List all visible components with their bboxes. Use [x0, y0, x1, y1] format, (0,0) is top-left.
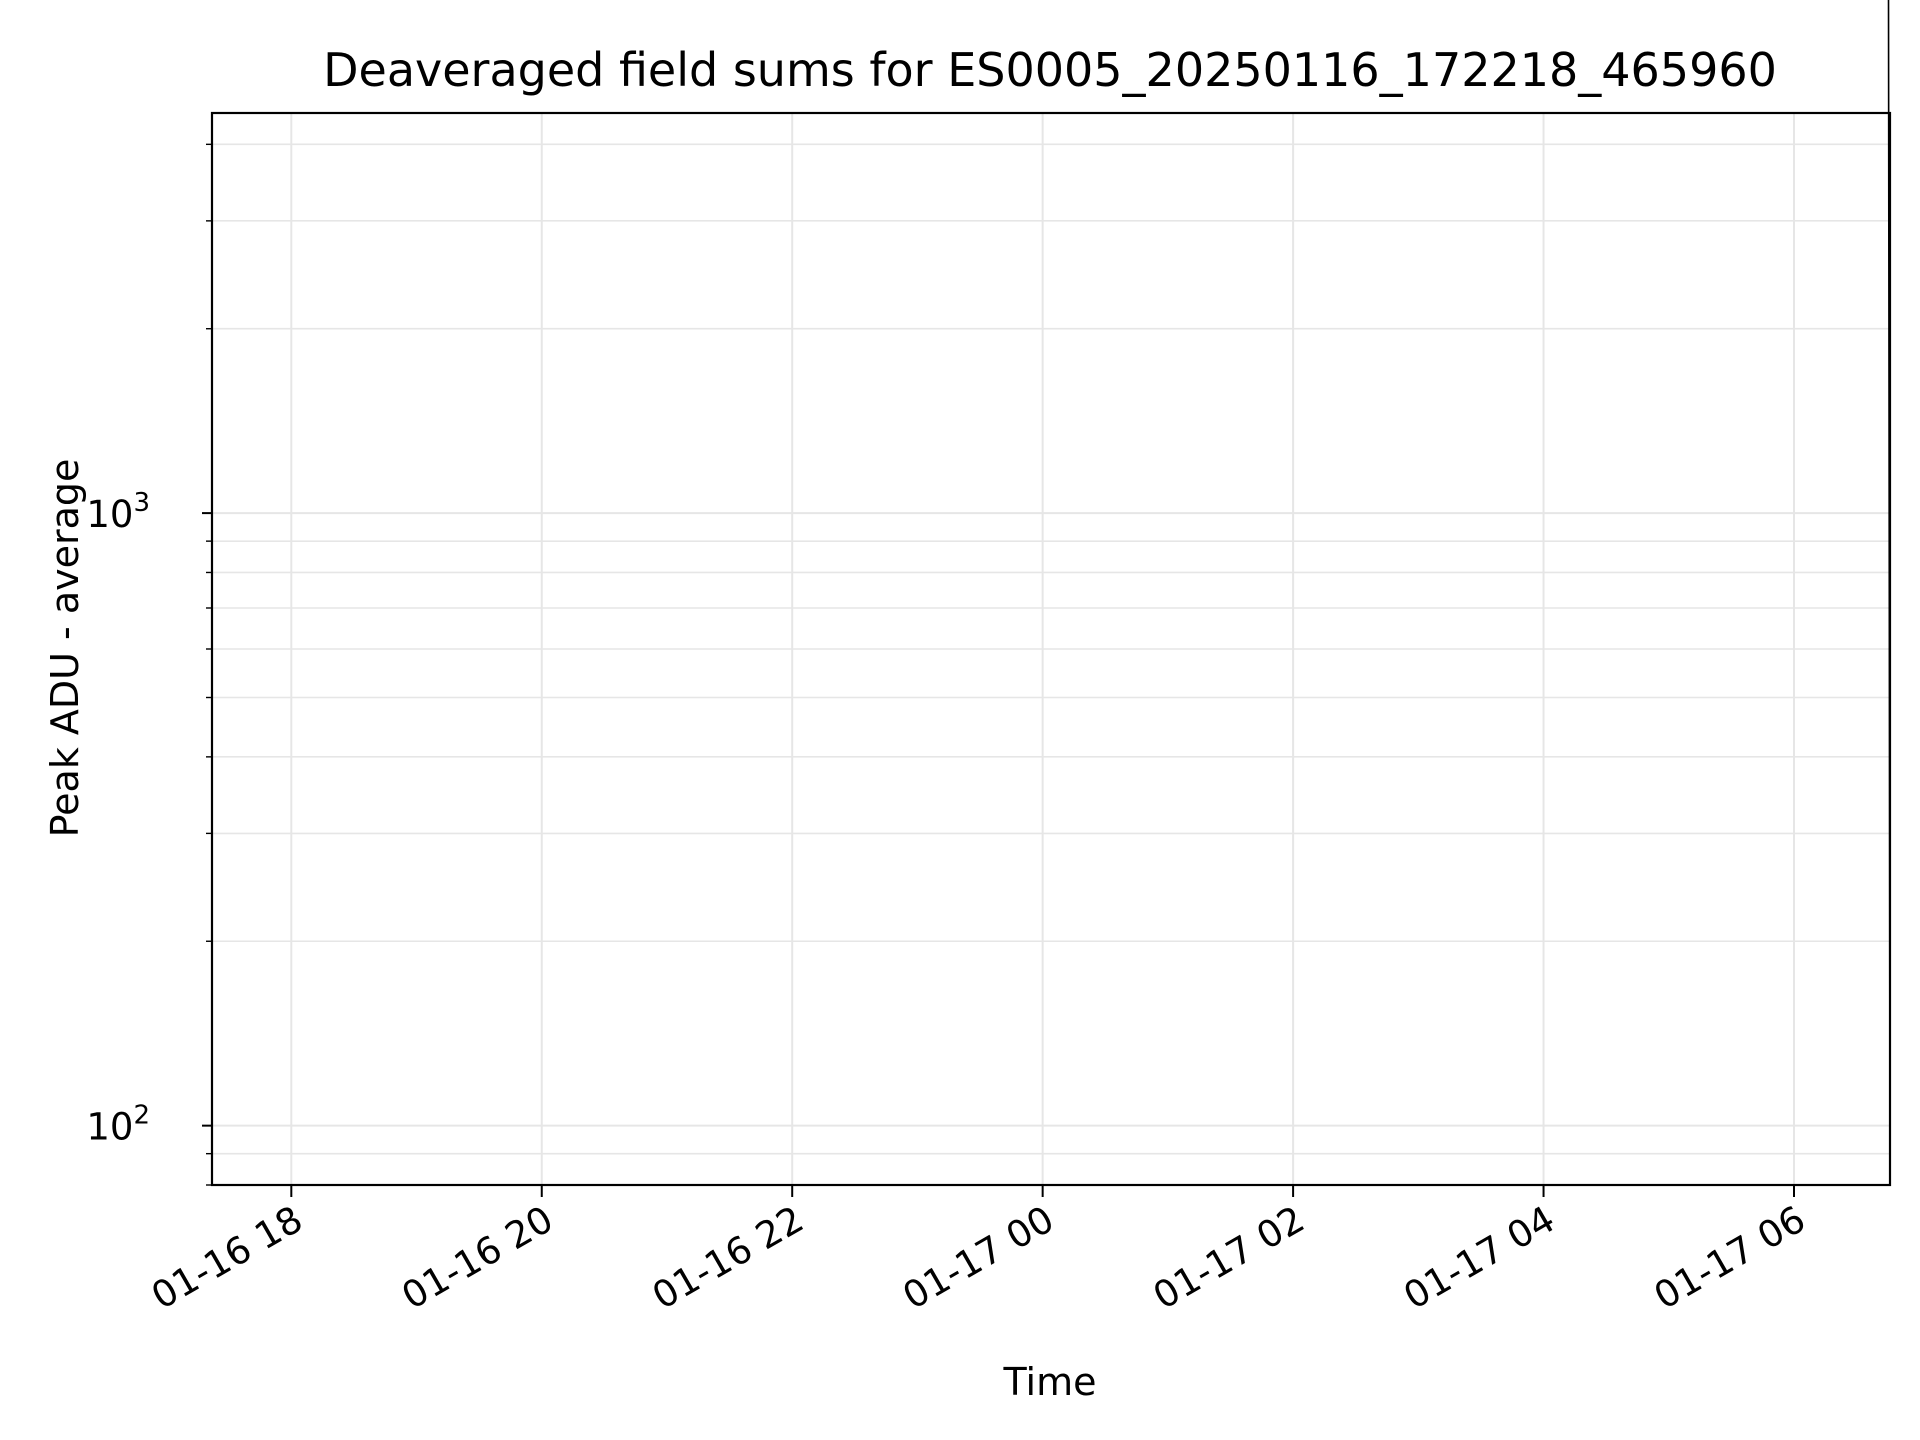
y-axis-label: Peak ADU - average	[43, 459, 87, 838]
x-tick-label: 01-17 02	[1146, 1198, 1312, 1318]
x-tick-label: 01-16 18	[144, 1198, 310, 1318]
y-tick-label: 102	[86, 1101, 150, 1149]
grid	[212, 113, 1890, 1186]
x-tick-label: 01-17 06	[1647, 1198, 1813, 1318]
y-axis: 102103104105106	[86, 143, 212, 1186]
x-tick-label: 01-17 04	[1396, 1198, 1562, 1318]
chart-title: Deaveraged field sums for ES0005_2025011…	[323, 43, 1777, 97]
y-tick-exponent: 2	[133, 1101, 150, 1131]
x-tick-label: 01-16 22	[645, 1198, 811, 1318]
x-axis: 01-16 18 01-16 20 01-16 22 01-17 00 01-17 02…	[144, 1185, 1812, 1318]
y-tick-exponent: 3	[133, 488, 150, 518]
x-tick-label: 01-17 00	[896, 1198, 1062, 1318]
x-axis-label: Time	[1003, 1360, 1097, 1404]
x-tick-label: 01-16 20	[395, 1198, 561, 1318]
y-tick-label: 103	[86, 488, 150, 536]
